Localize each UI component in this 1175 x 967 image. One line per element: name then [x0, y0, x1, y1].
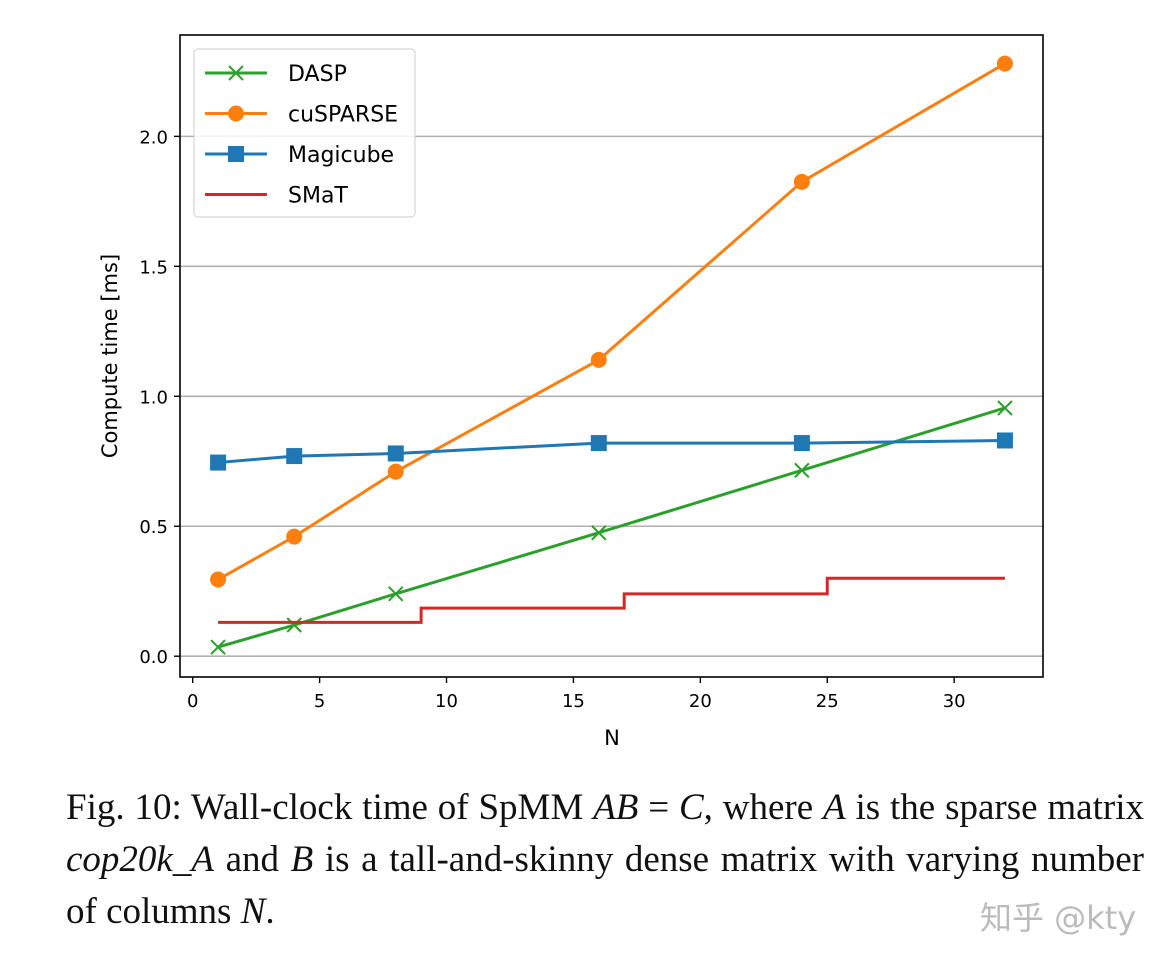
data-point	[286, 617, 302, 633]
plot-frame	[179, 34, 1044, 678]
legend: DASP cuSPARSE Magicube SMaT	[193, 48, 416, 218]
data-point	[996, 55, 1013, 72]
series-group	[210, 55, 1013, 655]
x-tick-label: 5	[314, 691, 325, 712]
series-line	[218, 576, 1005, 624]
legend-entry: Magicube	[205, 143, 394, 168]
legend-box	[193, 48, 416, 218]
series-cusparse	[210, 55, 1013, 588]
x-tick-label: 15	[562, 691, 585, 712]
y-tick-label: 0.5	[139, 517, 168, 538]
x-tick-label: 0	[187, 691, 198, 712]
data-point	[387, 463, 404, 480]
legend-label: Magicube	[288, 143, 394, 168]
data-point	[794, 462, 810, 479]
data-point	[590, 435, 607, 452]
legend-entry: DASP	[205, 62, 347, 87]
series-line	[217, 406, 1006, 649]
x-tick-label: 25	[816, 691, 839, 712]
data-point	[997, 400, 1013, 416]
data-point	[793, 435, 810, 452]
series-line	[217, 438, 1005, 465]
data-point	[210, 571, 227, 588]
data-point	[388, 586, 404, 602]
chart: 0.0 0.5 1.0 1.5 2.0 0 5 10 15 20 25 30 N Compute ti…	[98, 34, 1044, 750]
watermark: 知乎 @kty	[980, 899, 1137, 937]
legend-label: cuSPARSE	[288, 103, 398, 128]
legend-label: DASP	[288, 62, 347, 87]
y-tick-label: 1.5	[139, 257, 168, 278]
data-point	[591, 525, 607, 541]
series-smat	[218, 576, 1005, 624]
data-point	[793, 173, 810, 190]
x-tick-label: 10	[435, 691, 458, 712]
data-point	[996, 432, 1013, 449]
y-tick-label: 2.0	[139, 127, 168, 148]
legend-label: SMaT	[288, 184, 348, 209]
figure-caption: Fig. 10: Wall-clock time of SpMM AB = C,…	[66, 787, 1144, 932]
legend-marker	[228, 65, 244, 81]
x-axis-label: N	[604, 726, 620, 750]
y-axis-label: Compute time [ms]	[98, 254, 122, 458]
legend-entry: cuSPARSE	[205, 103, 398, 128]
x-tick-label: 30	[943, 691, 966, 712]
series-dasp	[210, 400, 1013, 655]
data-point	[286, 448, 303, 465]
axis-ticks: 0.0 0.5 1.0 1.5 2.0 0 5 10 15 20 25 30	[139, 127, 965, 712]
data-point	[590, 351, 607, 368]
series-line	[217, 62, 1006, 581]
data-point	[210, 454, 227, 471]
legend-marker	[228, 146, 244, 162]
series-magicube	[210, 432, 1013, 471]
y-tick-label: 1.0	[139, 387, 168, 408]
data-point	[387, 445, 404, 462]
data-point	[210, 639, 226, 655]
data-point	[286, 528, 303, 545]
legend-marker	[228, 105, 244, 122]
legend-entry: SMaT	[205, 184, 348, 209]
x-tick-label: 20	[689, 691, 712, 712]
y-tick-label: 0.0	[139, 647, 168, 668]
